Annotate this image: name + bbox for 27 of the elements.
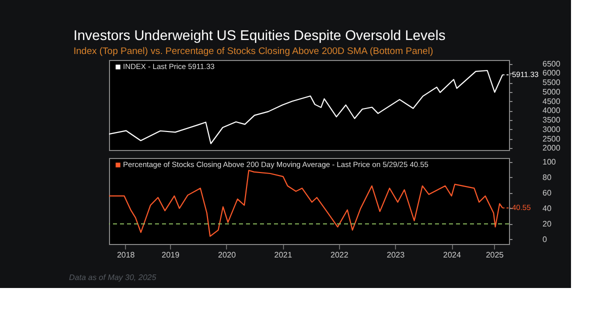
y-tick-label: 2500 [542, 134, 561, 144]
y-tick-label: 4500 [542, 96, 561, 106]
y-tick-label: 6000 [542, 68, 561, 78]
x-tick-label: 2019 [162, 250, 180, 260]
x-tick-label: 2021 [274, 250, 293, 260]
x-tick-label: 2018 [116, 250, 136, 260]
y-tick-label: 0 [542, 234, 548, 244]
x-tick-label: 2022 [330, 250, 349, 260]
y-tick-label: 5500 [542, 78, 561, 87]
y-tick-label: 6500 [542, 59, 561, 68]
y-tick-label: 100 [542, 157, 556, 166]
chart-subtitle: Index (Top Panel) vs. Percentage of Stocks Closing Above 200D SMA (Bottom Panel) [74, 46, 434, 57]
x-tick-label: 2023 [386, 250, 406, 260]
y-tick-label: 80 [542, 172, 552, 182]
y-tick-label: 3500 [542, 116, 561, 124]
y-tick-label: 40 [542, 204, 552, 213]
y-tick-label: 20 [542, 219, 552, 228]
chart-title: Investors Underweight US Equities Despite Oversold Levels [74, 26, 446, 43]
y-tick-label: 5000 [542, 87, 561, 96]
y-tick-label: 4000 [542, 106, 561, 116]
text: Data as of May 30, 2025 [69, 273, 157, 282]
y-tick-label: 2000 [542, 144, 561, 153]
y-tick-label: 3000 [542, 124, 561, 134]
x-tick-label: 2025 [486, 250, 504, 260]
x-tick-label: 2020 [218, 250, 236, 260]
x-tick-label: 2024 [443, 250, 462, 260]
y-tick-label: 60 [542, 188, 552, 198]
